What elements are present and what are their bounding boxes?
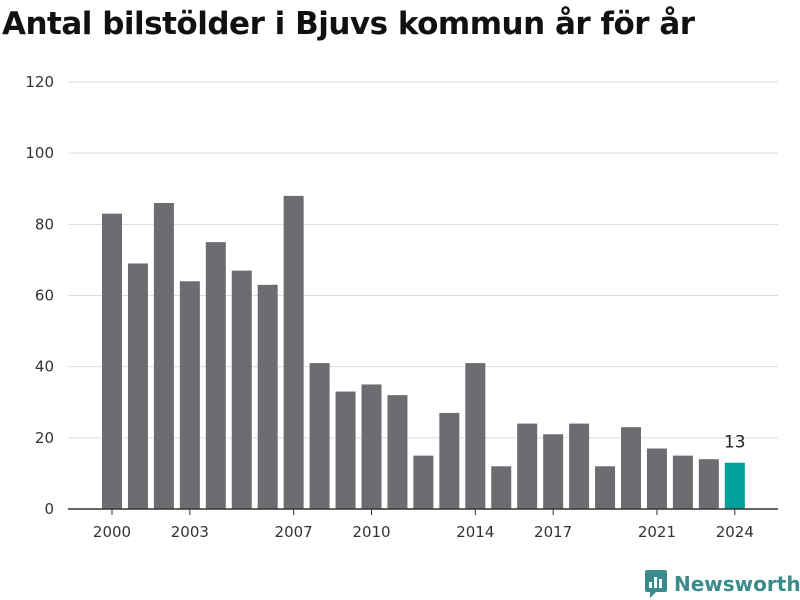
brand-logo: Newsworthy bbox=[644, 569, 800, 599]
bar-2006 bbox=[257, 284, 278, 509]
bar-2023 bbox=[698, 459, 719, 509]
bar-2011 bbox=[387, 395, 408, 509]
bar-2008 bbox=[309, 363, 330, 509]
y-tick-label: 100 bbox=[25, 144, 54, 162]
bar-2014 bbox=[465, 363, 486, 509]
bar-2016 bbox=[517, 423, 538, 509]
x-tick-label: 2000 bbox=[93, 523, 131, 541]
bar-2001 bbox=[127, 263, 148, 509]
bar-2020 bbox=[621, 427, 641, 509]
x-tick-label: 2021 bbox=[638, 523, 676, 541]
bar-2009 bbox=[335, 391, 356, 509]
x-tick-label: 2003 bbox=[171, 523, 209, 541]
y-tick-label: 80 bbox=[35, 215, 54, 233]
y-tick-label: 40 bbox=[35, 358, 54, 376]
x-axis-ticks: 2000 2003 2007 2010 2014 2017 2021 2024 bbox=[93, 509, 754, 541]
bar-2022 bbox=[672, 455, 693, 509]
x-tick-label: 2017 bbox=[534, 523, 572, 541]
bar-2000 bbox=[102, 213, 122, 510]
bars bbox=[102, 195, 745, 510]
bar-2015 bbox=[491, 466, 512, 509]
newsworthy-logo-icon bbox=[645, 570, 667, 598]
bar-2019 bbox=[595, 466, 616, 509]
brand-name: Newsworthy bbox=[674, 572, 800, 596]
bar-2005 bbox=[231, 270, 252, 509]
bar-2024 bbox=[724, 462, 745, 509]
y-axis-ticks: 0 20 40 60 80 100 120 bbox=[25, 73, 54, 518]
x-tick-label: 2024 bbox=[716, 523, 754, 541]
bar-2021 bbox=[646, 448, 667, 509]
x-tick-label: 2007 bbox=[275, 523, 313, 541]
bar-2007 bbox=[283, 195, 304, 509]
y-tick-label: 0 bbox=[44, 500, 54, 518]
gridlines bbox=[68, 81, 778, 439]
bar-2010 bbox=[361, 384, 382, 509]
x-tick-label: 2010 bbox=[352, 523, 390, 541]
data-labels: 13 bbox=[724, 433, 746, 453]
y-tick-label: 60 bbox=[35, 287, 54, 305]
bar-2003 bbox=[179, 281, 200, 509]
x-tick-label: 2014 bbox=[456, 523, 494, 541]
y-tick-label: 20 bbox=[35, 429, 54, 447]
chart-title: Antal bilstölder i Bjuvs kommun år för å… bbox=[2, 6, 695, 42]
data-label-2024: 13 bbox=[724, 433, 746, 453]
bar-2018 bbox=[569, 423, 590, 509]
bar-2017 bbox=[543, 434, 564, 509]
bar-2012 bbox=[413, 455, 434, 509]
bar-2002 bbox=[153, 202, 174, 509]
y-tick-label: 120 bbox=[25, 73, 54, 91]
bar-2004 bbox=[205, 242, 226, 509]
bar-2013 bbox=[439, 412, 460, 509]
